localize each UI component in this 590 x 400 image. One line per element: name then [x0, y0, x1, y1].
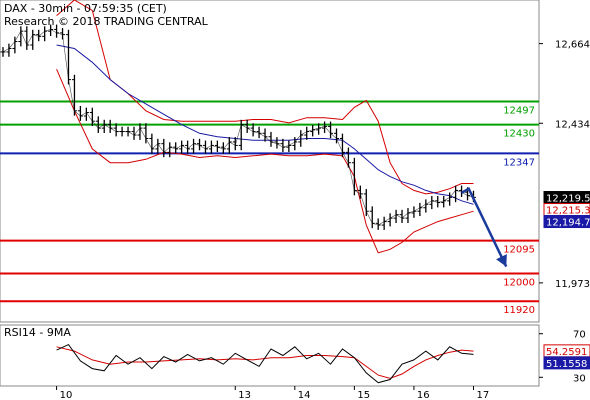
price-bar — [345, 147, 351, 168]
rsi-value-tag-rsi — [543, 356, 590, 370]
level-label-12095: 12095 — [503, 245, 535, 256]
price-bar — [89, 107, 95, 127]
price-bar — [322, 121, 328, 133]
rsi-tick-label: 30 — [573, 373, 586, 384]
price-bar — [232, 137, 238, 151]
price-bar — [18, 26, 24, 47]
level-label-bg-12347 — [501, 155, 538, 168]
price-bar — [24, 26, 30, 50]
level-label-12497: 12497 — [503, 105, 535, 116]
rsi-plot-frame — [0, 324, 540, 387]
price-bar — [137, 123, 143, 140]
price-bar — [65, 29, 71, 85]
rsi-tick-label: 70 — [573, 330, 586, 341]
price-bars — [0, 24, 476, 230]
level-label-bg-11920 — [501, 303, 538, 316]
last-value-tags: 12,219.512,215.312,194.7 — [543, 191, 590, 229]
forecast-arrow-head — [496, 254, 507, 267]
forecast-arrow-path — [460, 186, 508, 268]
price-bar — [71, 74, 77, 116]
price-tick-label: 11,973 — [555, 279, 590, 290]
time-tick-label: 17 — [476, 390, 489, 400]
price-bar — [262, 128, 268, 142]
rsi-value-label-rsi: 51.1558 — [546, 359, 587, 370]
price-bar — [334, 128, 340, 144]
price-bar — [12, 36, 18, 54]
price-bar — [328, 121, 334, 139]
level-lines: 12497 12430 12347 12095 12000 11920 — [0, 100, 539, 316]
forecast-arrow — [460, 186, 508, 268]
price-bar — [6, 43, 12, 57]
indicator-lines — [56, 0, 474, 254]
price-close-line — [2, 29, 474, 226]
time-tick-label: 14 — [298, 390, 311, 400]
time-tick-label: 16 — [417, 390, 430, 400]
price-tick-label: 12,434 — [555, 119, 590, 130]
level-label-bg-12430 — [501, 126, 538, 139]
rsi-axis: 70 30 — [539, 330, 586, 384]
bollinger-upper-line — [56, 0, 474, 195]
price-plot-frame — [0, 0, 540, 323]
last-value-label-ma: 12,194.7 — [546, 218, 590, 229]
level-label-bg-12497 — [501, 103, 538, 116]
time-tick-label: 13 — [238, 390, 251, 400]
chart-title: DAX - 30min - 07:59:35 (CET) — [4, 2, 167, 15]
price-bar — [131, 126, 137, 140]
level-label-12000: 12000 — [503, 278, 535, 289]
rsi-line — [56, 343, 474, 384]
price-tick-label: 12,664 — [555, 40, 590, 51]
level-label-bg-12000 — [501, 275, 538, 288]
rsi-lines — [56, 343, 474, 384]
rsi-signal-line — [56, 346, 474, 379]
level-label-12347: 12347 — [503, 157, 535, 168]
last-value-label-price: 12,219.5 — [546, 194, 590, 205]
level-label-bg-12095 — [501, 242, 538, 255]
rsi-value-label-signal: 54.2591 — [546, 347, 587, 358]
price-bar — [60, 28, 66, 40]
price-bar — [220, 142, 226, 154]
time-axis: 10 13 14 15 16 17 — [56, 386, 489, 400]
price-bar — [399, 209, 405, 223]
price-bar — [339, 133, 345, 158]
time-tick-label: 10 — [60, 390, 73, 400]
price-bar — [155, 138, 161, 154]
bollinger-lower-line — [56, 69, 474, 254]
time-tick-label: 15 — [357, 390, 370, 400]
moving-average-line — [56, 44, 474, 205]
level-label-11920: 11920 — [503, 305, 535, 316]
rsi-title: RSI14 - 9MA — [4, 326, 71, 339]
price-bar — [143, 123, 149, 144]
chart-credit: Research © 2018 TRADING CENTRAL — [4, 15, 209, 28]
last-value-tag-ma — [543, 215, 590, 229]
price-axis: 12,664 12,434 11,973 — [539, 40, 590, 290]
level-label-12430: 12430 — [503, 129, 535, 140]
last-value-label-bollinger: 12,215.3 — [546, 206, 590, 217]
price-bar — [357, 185, 363, 199]
